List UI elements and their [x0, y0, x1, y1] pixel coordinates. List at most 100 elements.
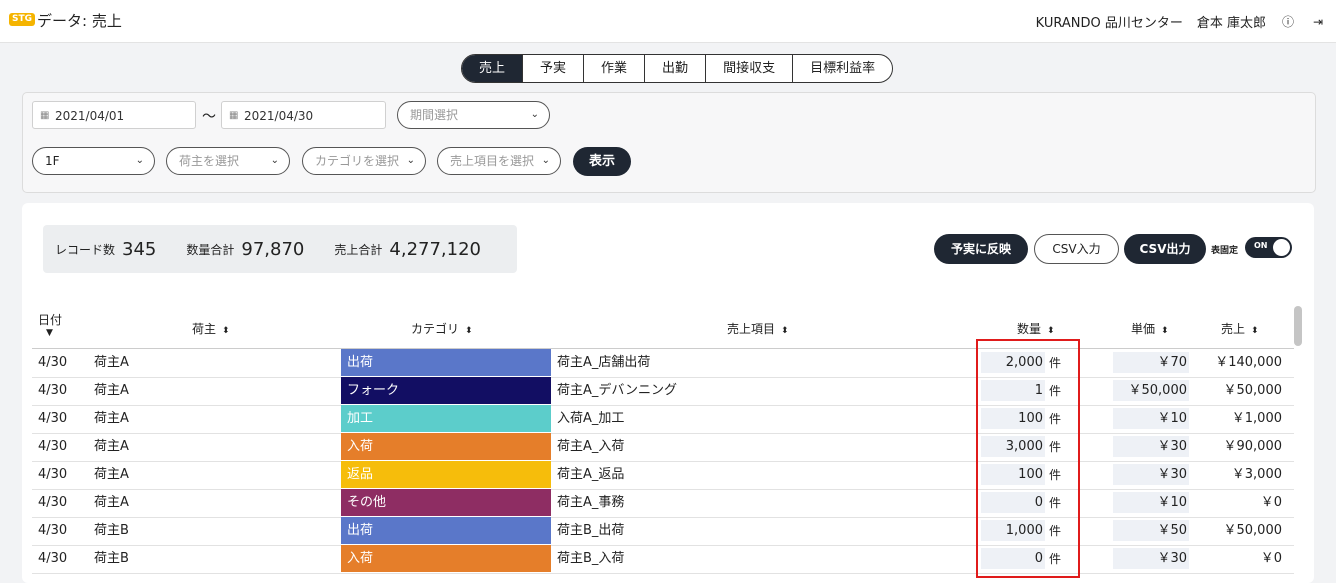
csv-import-button[interactable]: CSV入力 [1034, 234, 1119, 264]
col-header-sales[interactable]: 売上 ⬍ [1221, 320, 1259, 337]
unit-price-input[interactable]: ￥30 [1113, 548, 1189, 569]
table-row[interactable]: 4/30 荷主B 出荷 荷主B_出荷 1,000 件 ￥50 ￥50,000 [32, 517, 1294, 546]
cell-category: 出荷 [341, 349, 551, 376]
fix-table-toggle[interactable]: ON [1245, 237, 1292, 258]
floor-select[interactable]: 1F ⌄ [32, 147, 155, 175]
cell-date: 4/30 [38, 467, 68, 482]
qty-input[interactable]: 2,000 [981, 352, 1045, 373]
tab-indirect-balance[interactable]: 間接収支 [705, 55, 792, 82]
date-to-input[interactable]: ▦ 2021/04/30 [221, 101, 386, 129]
sales-total-value: 4,277,120 [389, 238, 481, 260]
qty-input[interactable]: 1 [981, 380, 1045, 401]
tab-sales[interactable]: 売上 [462, 55, 523, 82]
cell-category: 入荷 [341, 545, 551, 572]
tab-bar: 売上 予実 作業 出勤 間接収支 目標利益率 [461, 54, 894, 83]
col-header-date[interactable]: 日付 ▼ [38, 311, 62, 338]
qty-input[interactable]: 0 [981, 492, 1045, 513]
cell-shipper: 荷主A [94, 495, 129, 510]
col-header-unit-price[interactable]: 単価 ⬍ [1131, 320, 1169, 337]
unit-price-input[interactable]: ￥30 [1113, 464, 1189, 485]
chevron-down-icon: ⌄ [270, 155, 279, 166]
apply-budget-button[interactable]: 予実に反映 [934, 234, 1028, 264]
fix-table-label: 表固定 [1211, 246, 1239, 256]
table-row[interactable]: 4/30 荷主A 加工 入荷A_加工 100 件 ￥10 ￥1,000 [32, 405, 1294, 434]
cell-unit: 件 [1049, 552, 1062, 566]
toggle-on-label: ON [1254, 241, 1268, 250]
cell-item: 荷主A_事務 [557, 495, 625, 510]
category-select-placeholder: カテゴリを選択 [315, 154, 400, 168]
qty-input[interactable]: 100 [981, 464, 1045, 485]
sort-desc-icon: ▼ [46, 328, 53, 338]
show-button[interactable]: 表示 [573, 147, 631, 176]
top-bar: STG データ: 売上 KURANDO 品川センター 倉本 庫太郎 ⓘ ⇥ [0, 0, 1336, 43]
csv-export-button[interactable]: CSV出力 [1124, 234, 1206, 264]
unit-price-input[interactable]: ￥10 [1113, 408, 1189, 429]
cell-date: 4/30 [38, 355, 68, 370]
tab-attendance[interactable]: 出勤 [644, 55, 705, 82]
table-scrollbar[interactable] [1294, 306, 1302, 346]
col-header-item[interactable]: 売上項目 ⬍ [727, 320, 789, 337]
cell-sales: ￥90,000 [1223, 439, 1283, 454]
sort-icon: ⬍ [781, 326, 789, 336]
cell-category: その他 [341, 489, 551, 516]
item-select[interactable]: 売上項目を選択 ⌄ [437, 147, 561, 175]
unit-price-input[interactable]: ￥30 [1113, 436, 1189, 457]
cell-category: フォーク [341, 377, 551, 404]
date-from-value: 2021/04/01 [55, 109, 125, 123]
chevron-down-icon: ⌄ [530, 109, 539, 120]
logout-icon[interactable]: ⇥ [1312, 14, 1324, 29]
unit-price-input[interactable]: ￥70 [1113, 352, 1189, 373]
qty-input[interactable]: 0 [981, 548, 1045, 569]
cell-sales: ￥140,000 [1215, 355, 1282, 370]
cell-date: 4/30 [38, 411, 68, 426]
cell-category: 入荷 [341, 433, 551, 460]
cell-date: 4/30 [38, 495, 68, 510]
env-badge: STG [9, 13, 36, 26]
shipper-select-placeholder: 荷主を選択 [179, 154, 240, 168]
table-row[interactable]: 4/30 荷主A 入荷 荷主A_入荷 3,000 件 ￥30 ￥90,000 [32, 433, 1294, 462]
table-row[interactable]: 4/30 荷主A その他 荷主A_事務 0 件 ￥10 ￥0 [32, 489, 1294, 518]
category-select[interactable]: カテゴリを選択 ⌄ [302, 147, 426, 175]
unit-price-input[interactable]: ￥50 [1113, 520, 1189, 541]
qty-input[interactable]: 3,000 [981, 436, 1045, 457]
shipper-select[interactable]: 荷主を選択 ⌄ [166, 147, 290, 175]
cell-shipper: 荷主A [94, 383, 129, 398]
unit-price-input[interactable]: ￥10 [1113, 492, 1189, 513]
col-header-qty[interactable]: 数量 ⬍ [1017, 320, 1055, 337]
table-row[interactable]: 4/30 荷主B 入荷 荷主B_入荷 0 件 ￥30 ￥0 [32, 545, 1294, 574]
tab-target-margin[interactable]: 目標利益率 [792, 55, 892, 82]
cell-shipper: 荷主A [94, 355, 129, 370]
item-select-placeholder: 売上項目を選択 [450, 154, 535, 168]
unit-price-input[interactable]: ￥50,000 [1113, 380, 1189, 401]
date-separator: 〜 [202, 109, 216, 125]
summary-box: レコード数 345 数量合計 97,870 売上合計 4,277,120 [43, 225, 517, 273]
period-select[interactable]: 期間選択 ⌄ [397, 101, 550, 129]
col-header-shipper[interactable]: 荷主 ⬍ [192, 320, 230, 337]
table-row[interactable]: 4/30 荷主A 返品 荷主A_返品 100 件 ￥30 ￥3,000 [32, 461, 1294, 490]
table-row[interactable]: 4/30 荷主A フォーク 荷主A_デバンニング 1 件 ￥50,000 ￥50,000 [32, 377, 1294, 406]
cell-date: 4/30 [38, 523, 68, 538]
cell-category: 加工 [341, 405, 551, 432]
tab-budget-actual[interactable]: 予実 [522, 55, 583, 82]
col-header-qty-label: 数量 [1017, 322, 1042, 336]
qty-input[interactable]: 100 [981, 408, 1045, 429]
col-header-category-label: カテゴリ [411, 322, 460, 336]
user-name[interactable]: 倉本 庫太郎 [1196, 16, 1266, 31]
cell-unit: 件 [1049, 384, 1062, 398]
help-circle-icon[interactable]: ⓘ [1281, 15, 1294, 29]
col-header-category[interactable]: カテゴリ ⬍ [411, 320, 473, 337]
qty-input[interactable]: 1,000 [981, 520, 1045, 541]
col-header-date-label: 日付 [38, 313, 63, 327]
period-select-placeholder: 期間選択 [410, 108, 459, 122]
cell-date: 4/30 [38, 551, 68, 566]
col-header-sales-label: 売上 [1221, 322, 1246, 336]
sales-total-label: 売上合計 [334, 242, 383, 257]
cell-unit: 件 [1049, 468, 1062, 482]
cell-category: 返品 [341, 461, 551, 488]
tab-work[interactable]: 作業 [583, 55, 644, 82]
cell-sales: ￥0 [1260, 495, 1282, 510]
chevron-down-icon: ⌄ [406, 155, 415, 166]
table-row[interactable]: 4/30 荷主A 出荷 荷主A_店舗出荷 2,000 件 ￥70 ￥140,000 [32, 349, 1294, 378]
cell-item: 荷主A_返品 [557, 467, 625, 482]
date-from-input[interactable]: ▦ 2021/04/01 [32, 101, 196, 129]
